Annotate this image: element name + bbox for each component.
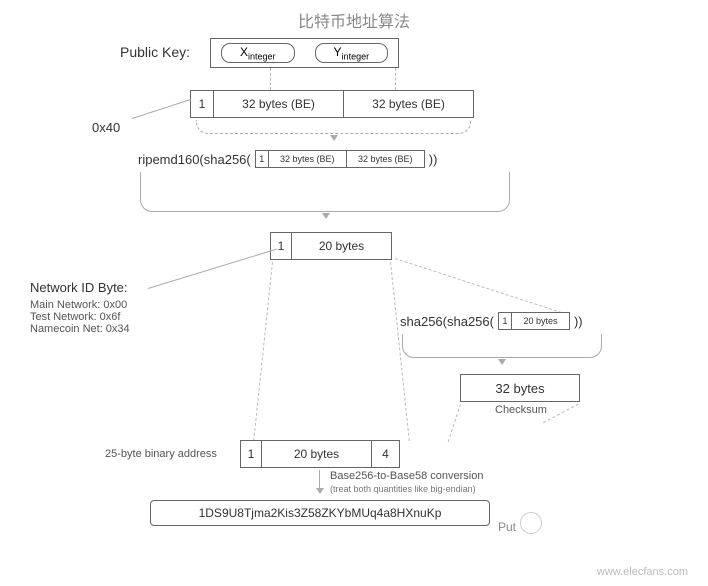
hash160-body: 20 bytes	[292, 232, 392, 260]
arrow-icon	[498, 359, 506, 365]
checksum-label: Checksum	[495, 404, 547, 416]
binary-suffix: 4	[372, 440, 400, 468]
result-address-box: 1DS9U8Tjma2Kis3Z58ZKYbMUq4a8HXnuKp	[150, 500, 490, 526]
y-sub: integer	[342, 51, 370, 61]
mini-prefix: 1	[255, 150, 269, 168]
public-key-label: Public Key:	[120, 44, 190, 60]
binary-body: 20 bytes	[262, 440, 372, 468]
y-integer-box: Yinteger	[315, 43, 389, 63]
x-sub: integer	[248, 51, 276, 61]
binary-address-label: 25-byte binary address	[105, 448, 217, 460]
mini-body-2: 20 bytes	[512, 312, 570, 330]
double-sha-input: 1 20 bytes	[498, 312, 570, 330]
network-test: Test Network: 0x6f	[30, 311, 130, 323]
connector	[270, 68, 271, 90]
x-integer-box: Xinteger	[221, 43, 295, 63]
conversion-label-2: (treat both quantities like big-endian)	[330, 484, 476, 494]
connector	[148, 249, 277, 289]
connector	[253, 262, 273, 441]
hash160-box: 1 20 bytes	[270, 232, 392, 260]
prefix-byte-box: 1	[190, 90, 214, 118]
connector	[319, 470, 320, 488]
mini-prefix-2: 1	[498, 312, 512, 330]
connector	[395, 68, 396, 90]
diagram-title: 比特币地址算法	[0, 8, 708, 32]
binary-prefix: 1	[240, 440, 262, 468]
connector	[448, 404, 461, 442]
double-sha-row: sha256(sha256( 1 20 bytes ))	[400, 312, 583, 330]
hash1-close: ))	[429, 152, 438, 167]
x-label: X	[240, 45, 248, 59]
hash1-input-box: 1 32 bytes (BE) 32 bytes (BE)	[255, 150, 425, 168]
conversion-label-1: Base256-to-Base58 conversion	[330, 470, 483, 482]
arrow-icon	[316, 488, 324, 494]
y-bytes-box: 32 bytes (BE)	[344, 90, 474, 118]
checksum-box: 32 bytes	[460, 374, 580, 402]
ripemd-sha-row: ripemd160(sha256( 1 32 bytes (BE) 32 byt…	[138, 150, 437, 168]
pubkey-serialized: 1 32 bytes (BE) 32 bytes (BE)	[190, 90, 474, 118]
watermark-left: Put	[498, 520, 516, 534]
arrow-icon	[330, 135, 338, 141]
arrow-icon	[322, 213, 330, 219]
public-key-box: Xinteger Yinteger	[210, 38, 399, 68]
y-label: Y	[334, 45, 342, 59]
double-sha-close: ))	[574, 314, 583, 329]
connector	[543, 404, 579, 424]
brace	[402, 334, 602, 358]
brace	[196, 120, 471, 134]
watermark-logo-icon	[520, 512, 542, 534]
binary-address-box: 1 20 bytes 4	[240, 440, 400, 468]
watermark-text: www.elecfans.com	[597, 566, 688, 578]
network-id-block: Network ID Byte: Main Network: 0x00 Test…	[30, 280, 130, 335]
network-main: Main Network: 0x00	[30, 299, 130, 311]
mini-y: 32 bytes (BE)	[347, 150, 425, 168]
network-id-label: Network ID Byte:	[30, 280, 130, 295]
mini-x: 32 bytes (BE)	[269, 150, 347, 168]
network-namecoin: Namecoin Net: 0x34	[30, 323, 130, 335]
brace	[140, 172, 510, 212]
ripemd-label: ripemd160(sha256(	[138, 152, 251, 167]
x-bytes-box: 32 bytes (BE)	[214, 90, 344, 118]
connector	[395, 258, 562, 313]
connector	[132, 99, 191, 119]
double-sha-label: sha256(sha256(	[400, 314, 494, 329]
prefix-value-label: 0x40	[92, 120, 120, 135]
network-byte-box: 1	[270, 232, 292, 260]
